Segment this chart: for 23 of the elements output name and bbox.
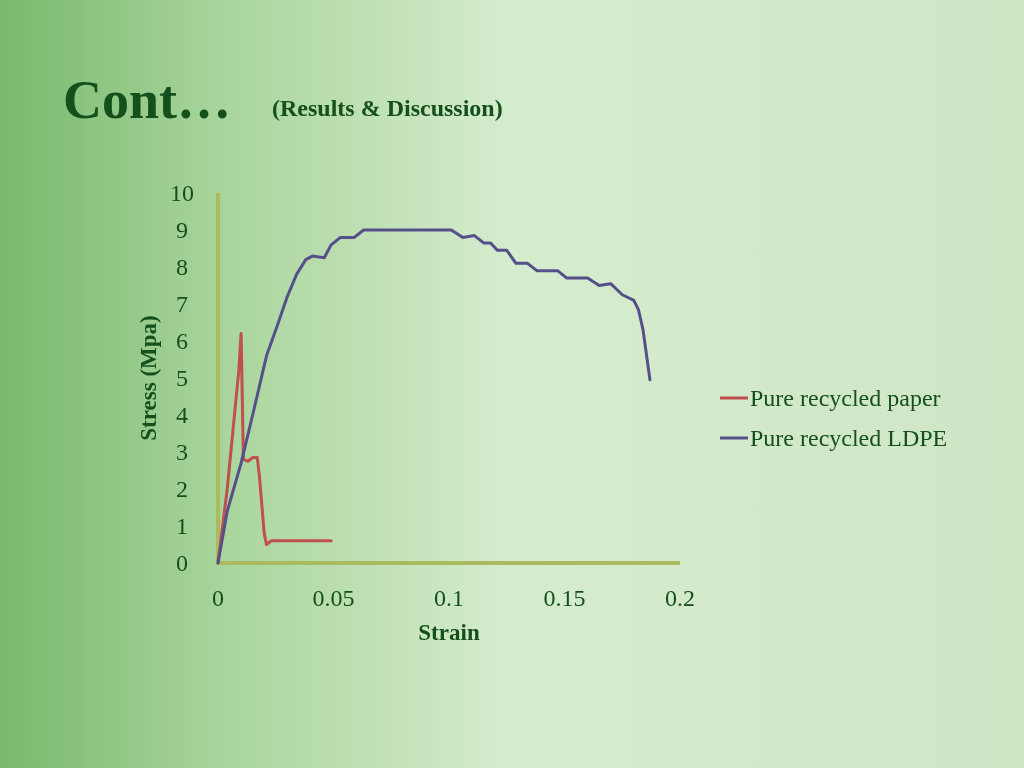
y-tick-label: 6 [176, 328, 188, 354]
y-tick-label: 3 [176, 439, 188, 465]
y-tick-label: 1 [176, 513, 188, 539]
y-tick-label: 8 [176, 254, 188, 280]
x-axis-title: Strain [418, 620, 480, 645]
y-tick-label: 2 [176, 476, 188, 502]
line-series [216, 228, 652, 565]
y-tick-label: 4 [176, 402, 188, 428]
x-tick-label: 0.1 [434, 585, 464, 611]
y-tick-label: 5 [176, 365, 188, 391]
x-tick-label: 0 [212, 585, 224, 611]
chart-subtitle: (Results & Discussion) [272, 95, 503, 121]
y-tick-label: 10 [170, 180, 194, 206]
chart-title: Cont… [63, 70, 232, 130]
x-tick-label: 0.05 [312, 585, 355, 611]
x-tick-label: 0.2 [665, 585, 695, 611]
y-tick-label: 7 [176, 291, 188, 317]
y-tick-label: 9 [176, 217, 188, 243]
y-axis-title: Stress (Mpa) [136, 315, 161, 441]
legend-label: Pure recycled LDPE [750, 425, 948, 451]
legend-label: Pure recycled paper [750, 385, 941, 411]
x-tick-label: 0.15 [543, 585, 586, 611]
y-tick-label: 0 [176, 550, 188, 576]
